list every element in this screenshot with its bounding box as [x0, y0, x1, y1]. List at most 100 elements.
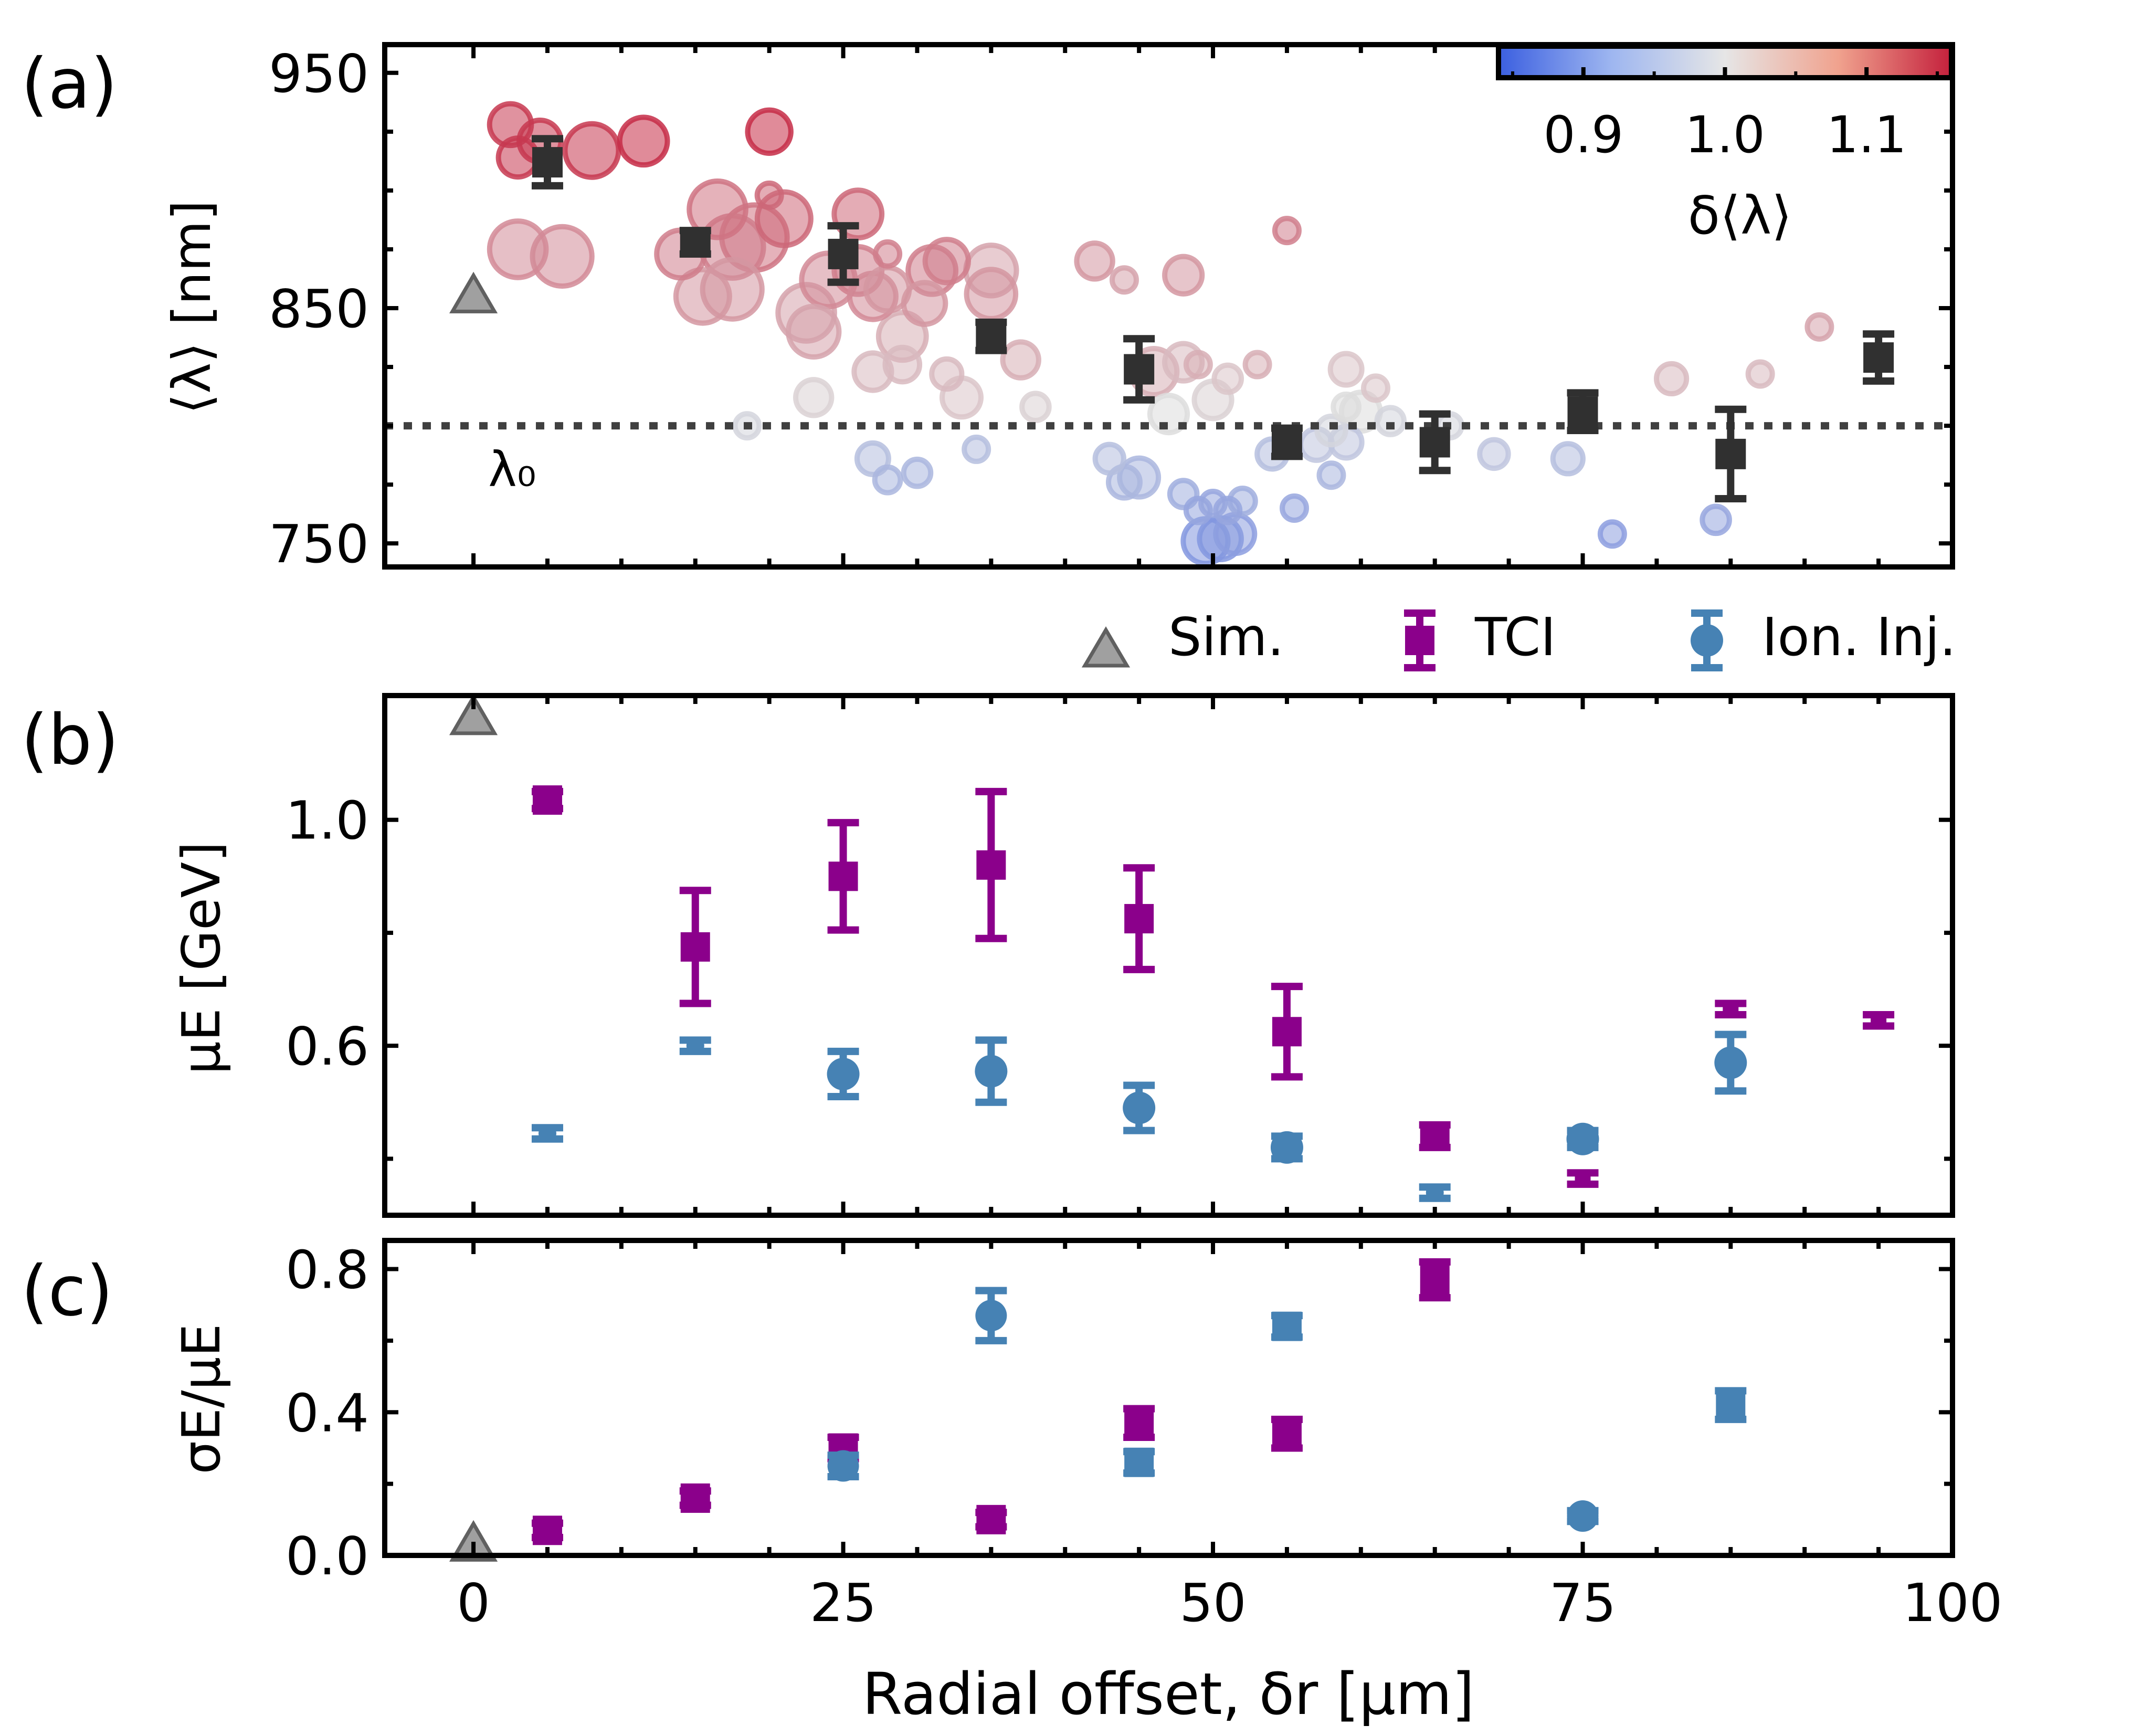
tci-point — [532, 785, 562, 815]
shot-point — [901, 280, 948, 327]
legend-entry-sim: Sim. — [1081, 606, 1284, 668]
shot-point — [1000, 339, 1041, 381]
mean-layer-a — [531, 135, 1895, 503]
shot-point — [922, 237, 972, 286]
tci-point — [976, 1504, 1006, 1534]
shot-point — [901, 456, 934, 489]
mean-point — [1863, 342, 1894, 373]
ion-point — [1714, 1046, 1747, 1079]
tci-point — [1723, 1001, 1739, 1017]
data-layer-b — [449, 693, 1895, 1202]
ion-point — [1270, 1131, 1303, 1164]
tci-point — [1272, 1017, 1302, 1047]
panel-label-a: (a) — [21, 44, 118, 124]
ion-point — [1566, 1122, 1599, 1155]
x-tick-label: 0 — [457, 1572, 490, 1634]
data-layer-c — [449, 1258, 1747, 1562]
tci-point — [680, 1483, 710, 1513]
y-tick-label: 0.6 — [286, 1016, 369, 1077]
plot-frame-a — [382, 42, 1955, 570]
shot-point — [962, 434, 991, 464]
shot-point — [1074, 240, 1115, 282]
ion-point — [538, 1124, 556, 1142]
shot-point — [673, 267, 732, 326]
mean-point — [532, 147, 563, 178]
shot-point — [754, 180, 784, 210]
shot-point — [785, 303, 842, 360]
ion-point — [975, 1300, 1007, 1332]
shots-layer — [487, 101, 1834, 566]
ion-point — [827, 1450, 859, 1482]
shot-point — [1280, 493, 1310, 523]
plot-frame-b — [382, 693, 1955, 1218]
tci-point — [828, 861, 858, 891]
ion-point — [975, 1055, 1008, 1088]
shot-point — [1804, 312, 1834, 342]
shot-point — [1653, 361, 1690, 397]
legend-entry-tci: TCI — [1404, 606, 1556, 671]
x-tick-label: 25 — [810, 1572, 877, 1634]
sim-point — [449, 271, 498, 313]
colorbar-tick-label: 1.0 — [1685, 106, 1765, 164]
ion-point — [1567, 1500, 1599, 1532]
mean-point — [1124, 354, 1155, 385]
panel-a: (a) ⟨λ⟩ [nm] λ₀ 750 850 950 0.9 1.0 1.1 δ⟨λ⟩ — [21, 42, 1955, 575]
shot-point — [793, 377, 835, 418]
colorbar-label: δ⟨λ⟩ — [1688, 185, 1792, 246]
reference-line-label: λ₀ — [488, 441, 536, 498]
shot-point — [1374, 405, 1407, 437]
shot-point — [745, 107, 794, 156]
ticks-layer-b: 0.6 1.0 — [286, 696, 1955, 1215]
shot-point — [872, 464, 903, 496]
tci-point — [1420, 1121, 1450, 1151]
legend-sim-marker — [1081, 626, 1131, 668]
panel-c: (c) σE/μE 0.0 0.4 0.8 0 25 50 75 100 Radial off… — [21, 1238, 2002, 1728]
shot-point — [1211, 362, 1244, 395]
ion-point — [827, 1057, 860, 1090]
shot-point — [1316, 460, 1346, 490]
x-tick-label: 50 — [1179, 1572, 1246, 1634]
sim-layer-a — [449, 271, 498, 313]
ion-point — [686, 1037, 704, 1055]
reference-line-layer: λ₀ — [385, 422, 1952, 498]
shot-point — [495, 135, 540, 180]
colorbar-tick-label: 0.9 — [1543, 106, 1623, 164]
x-tick-label: 75 — [1549, 1572, 1616, 1634]
y-tick-label: 0.0 — [286, 1525, 369, 1587]
tci-point — [1272, 1311, 1302, 1341]
tci-point — [1420, 1265, 1450, 1295]
mean-point — [828, 238, 859, 269]
ion-point — [1426, 1183, 1444, 1202]
shot-point — [1109, 265, 1139, 295]
legend-entry-ion: Ion. Inj. — [1691, 606, 1956, 671]
shot-point — [487, 218, 549, 280]
mean-point — [1715, 438, 1746, 469]
tci-point — [1871, 1012, 1887, 1028]
mean-point — [976, 321, 1007, 352]
mean-point — [680, 227, 711, 258]
colorbar-tick-label: 1.1 — [1827, 106, 1907, 164]
tci-point — [1272, 1419, 1302, 1449]
tci-point — [1575, 1171, 1591, 1187]
sim-point — [449, 1520, 498, 1562]
colorbar-ticks-layer: 0.9 1.0 1.1 — [1511, 67, 1939, 164]
shot-point — [1162, 254, 1205, 297]
shot-point — [882, 344, 923, 385]
mean-point — [1567, 396, 1598, 427]
y-tick-label: 0.8 — [286, 1239, 369, 1301]
shot-point — [1314, 413, 1348, 448]
legend: Sim. TCI Ion. Inj. — [1081, 606, 1956, 671]
shot-point — [1477, 437, 1511, 471]
shot-point — [562, 121, 621, 180]
tci-point — [1124, 1447, 1154, 1477]
sim-point — [449, 693, 498, 735]
plot-frame-c — [382, 1238, 1955, 1558]
shot-point — [1019, 391, 1052, 424]
tci-point — [680, 932, 710, 962]
tci-point — [532, 1516, 562, 1545]
y-axis-label-a: ⟨λ⟩ [nm] — [161, 200, 223, 414]
legend-ion-marker — [1691, 624, 1723, 657]
shot-point — [1700, 503, 1732, 536]
y-tick-label: 1.0 — [286, 790, 369, 851]
colorbar: 0.9 1.0 1.1 δ⟨λ⟩ — [1496, 44, 1954, 246]
